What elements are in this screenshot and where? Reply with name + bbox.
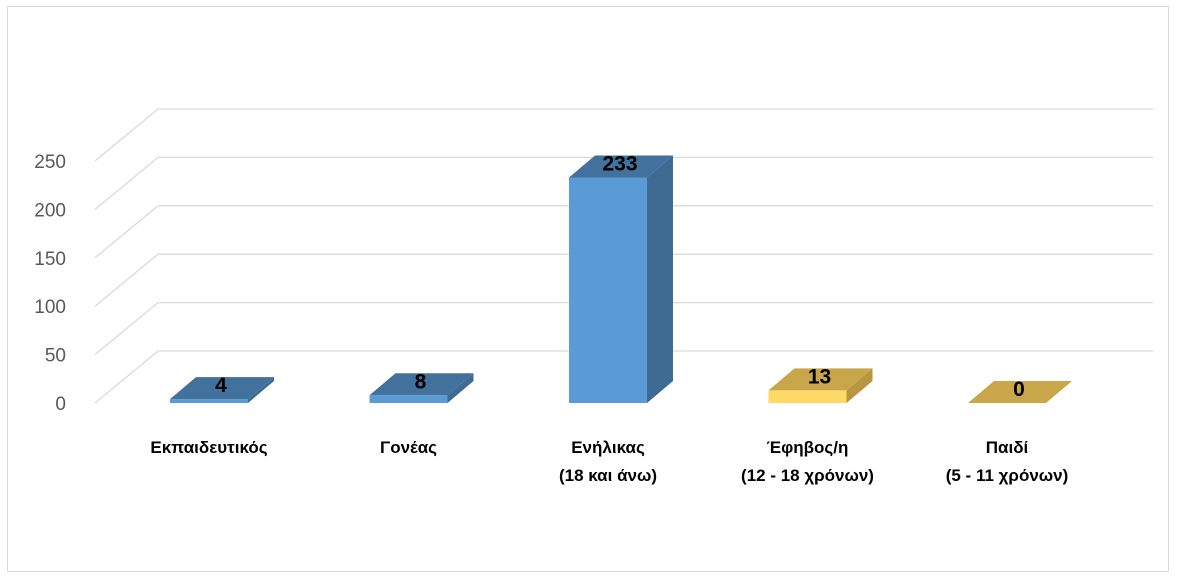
y-tick-label: 100: [34, 297, 66, 318]
data-label: 8: [415, 370, 427, 393]
gridline-side: [94, 156, 159, 210]
category-label: (12 - 18 χρόνων): [741, 466, 874, 485]
y-tick-label: 0: [55, 394, 66, 415]
y-tick-label: 50: [45, 346, 66, 367]
bar-top: [170, 377, 274, 400]
category-label: Γονέας: [380, 438, 437, 457]
bar: [369, 395, 448, 403]
bar: [768, 390, 847, 403]
category-label: (5 - 11 χρόνων): [946, 466, 1069, 485]
bar-side: [248, 377, 274, 403]
gridline-side: [94, 253, 159, 307]
data-label: 13: [808, 365, 831, 388]
bar-side: [447, 373, 474, 403]
bar-top: [369, 373, 474, 396]
category-label: (18 και άνω): [559, 466, 657, 485]
category-label: Ενήλικας: [571, 438, 645, 457]
bar: [569, 177, 647, 403]
gridline-side: [94, 302, 159, 356]
bar: [170, 399, 248, 403]
data-label: 4: [215, 374, 227, 397]
bar-chart: 0 50 100 150 200 250 4 Εκπαιδευτικός 8 Γονέας 233 Ε…: [34, 108, 1153, 485]
gridline-side: [94, 350, 159, 404]
category-label: Έφηβος/η: [767, 438, 849, 457]
bar-top: [569, 155, 673, 178]
gridline-side: [94, 108, 159, 162]
bar-top: [968, 381, 1072, 403]
gridline-side: [94, 205, 159, 259]
y-tick-label: 150: [34, 249, 66, 270]
y-tick-label: 200: [34, 200, 66, 221]
category-label: Εκπαιδευτικός: [150, 438, 267, 457]
data-label: 233: [602, 152, 637, 175]
data-label: 0: [1013, 378, 1025, 401]
bar-side: [846, 368, 873, 403]
bar-side: [647, 155, 673, 403]
bar-top: [768, 368, 873, 391]
category-label: Παιδί: [986, 438, 1029, 457]
y-tick-label: 250: [34, 152, 66, 173]
chart-frame: 0 50 100 150 200 250 4 Εκπαιδευτικός 8 Γονέας 233 Ε…: [7, 6, 1169, 572]
